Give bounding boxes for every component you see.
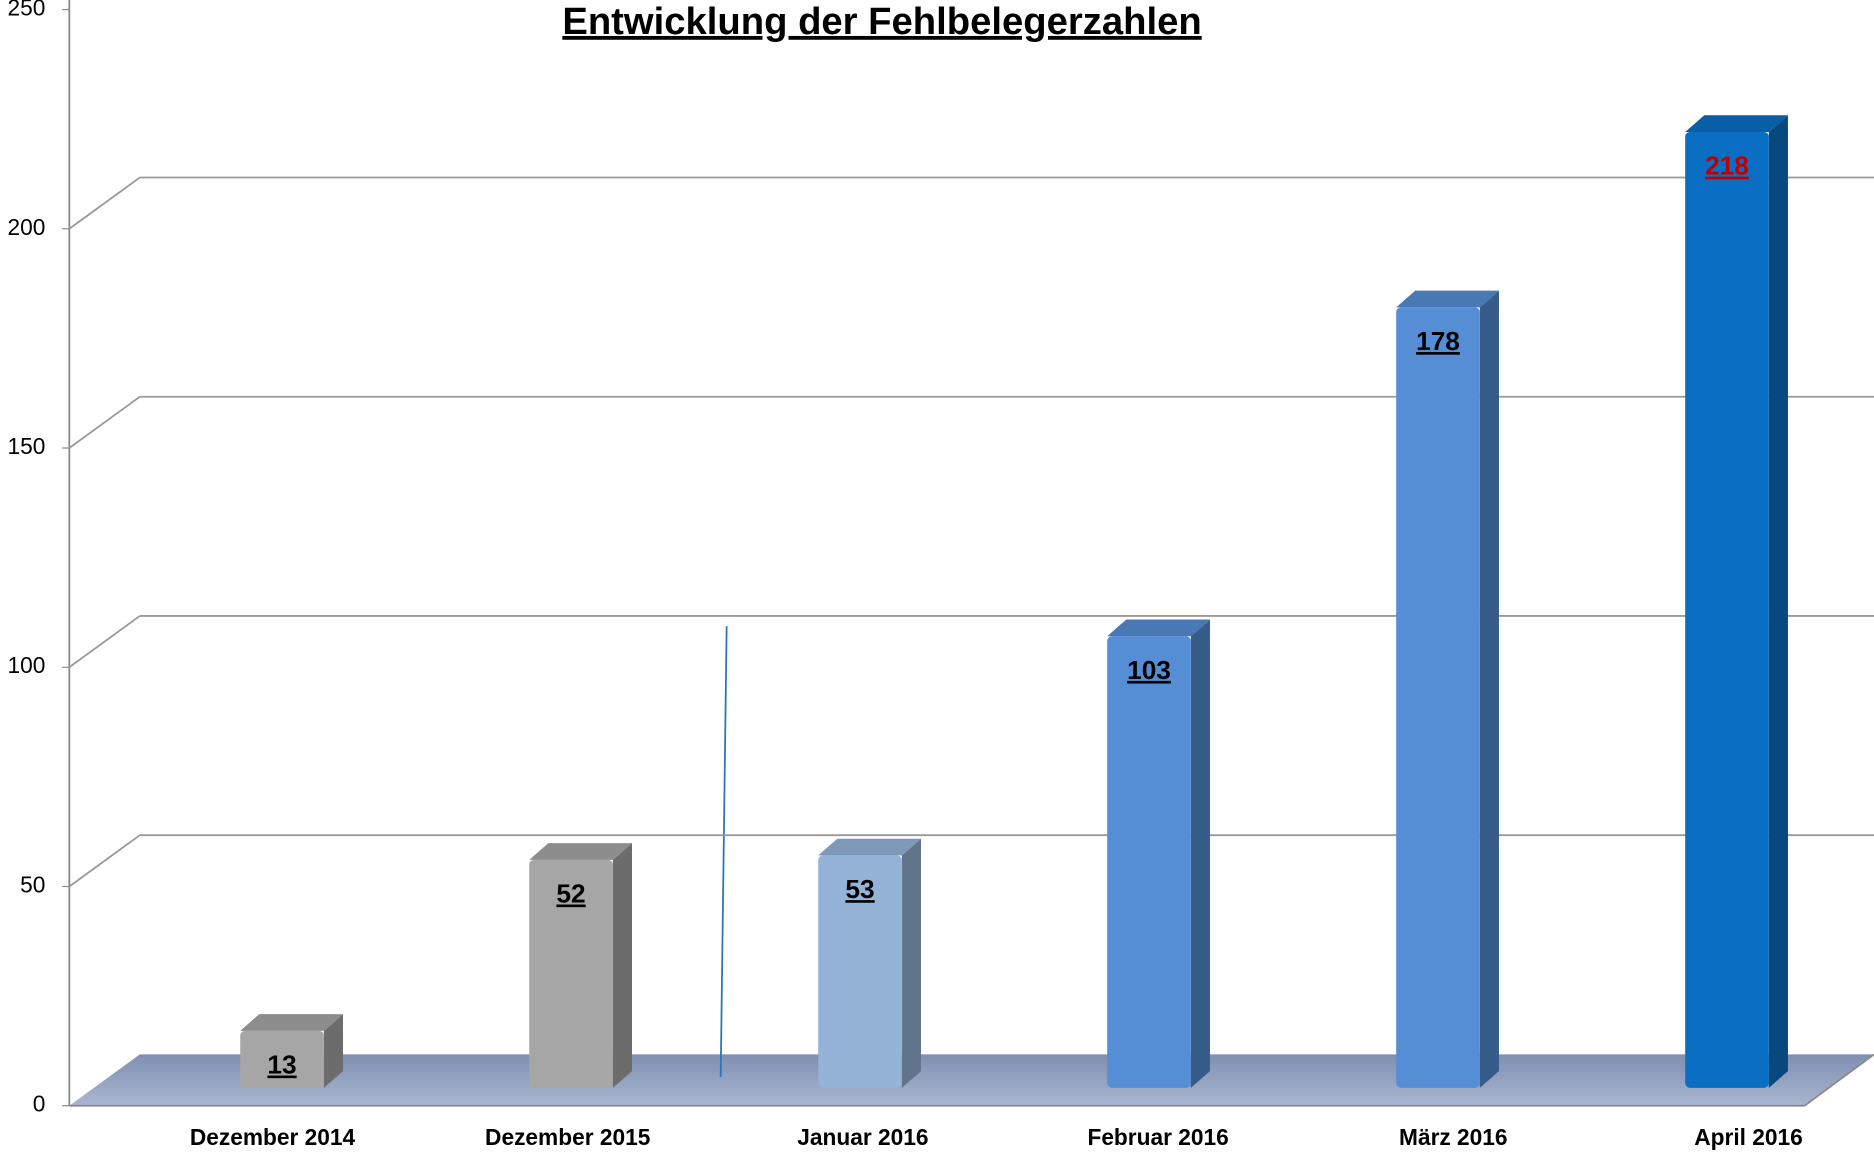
bar [240,1030,324,1088]
data-label: 52 [556,879,585,909]
bar-side [323,1014,344,1088]
x-tick-label: Dezember 2014 [190,1124,356,1150]
y-tick-label: 100 [8,652,46,678]
bar [818,855,902,1088]
data-label: 53 [845,874,874,904]
y-tick-label: 200 [8,214,46,240]
bar-side [1190,619,1210,1088]
y-tick-label: 250 [8,0,46,21]
y-tick-label: 150 [8,433,46,459]
y-tick-label: 0 [33,1091,46,1117]
bar-side [1479,290,1499,1088]
bar-side [612,843,632,1088]
bar-top [529,843,632,860]
data-label: 218 [1705,151,1749,181]
bar-top [1685,115,1788,132]
bar-side [901,838,921,1088]
x-tick-label: April 2016 [1694,1124,1802,1150]
bar-top [818,838,921,856]
chart-title: Entwicklung der Fehlbelegerzahlen [562,0,1201,43]
bar-top [1396,290,1499,308]
bar-side [1768,115,1788,1088]
separator-line [719,626,728,1078]
bar [529,859,613,1088]
bar [1107,636,1191,1088]
data-label: 178 [1416,326,1460,356]
x-tick-label: Februar 2016 [1087,1124,1228,1150]
x-tick-label: Dezember 2015 [485,1124,650,1150]
grid-line-depth [68,834,141,888]
grid-line-depth [68,615,141,668]
x-tick-label: März 2016 [1399,1124,1507,1150]
bar [1685,131,1769,1088]
x-tick-label: Januar 2016 [797,1124,928,1150]
grid-line-depth [68,176,141,230]
x-axis-depth [1804,1053,1874,1107]
bar-top [1107,619,1210,637]
data-label: 13 [267,1050,296,1080]
y-tick-label: 50 [20,871,45,897]
data-label: 103 [1127,655,1171,685]
bar [1396,307,1480,1088]
bar-top [240,1014,344,1031]
grid-line-depth [68,395,141,449]
